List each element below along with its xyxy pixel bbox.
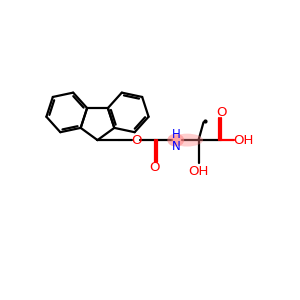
Text: O: O	[150, 161, 160, 174]
Text: O: O	[131, 134, 141, 147]
Text: H
N: H N	[171, 128, 180, 153]
Text: OH: OH	[233, 134, 253, 147]
Ellipse shape	[167, 134, 184, 146]
Text: O: O	[216, 106, 226, 119]
Ellipse shape	[171, 134, 203, 146]
Text: OH: OH	[188, 165, 209, 178]
